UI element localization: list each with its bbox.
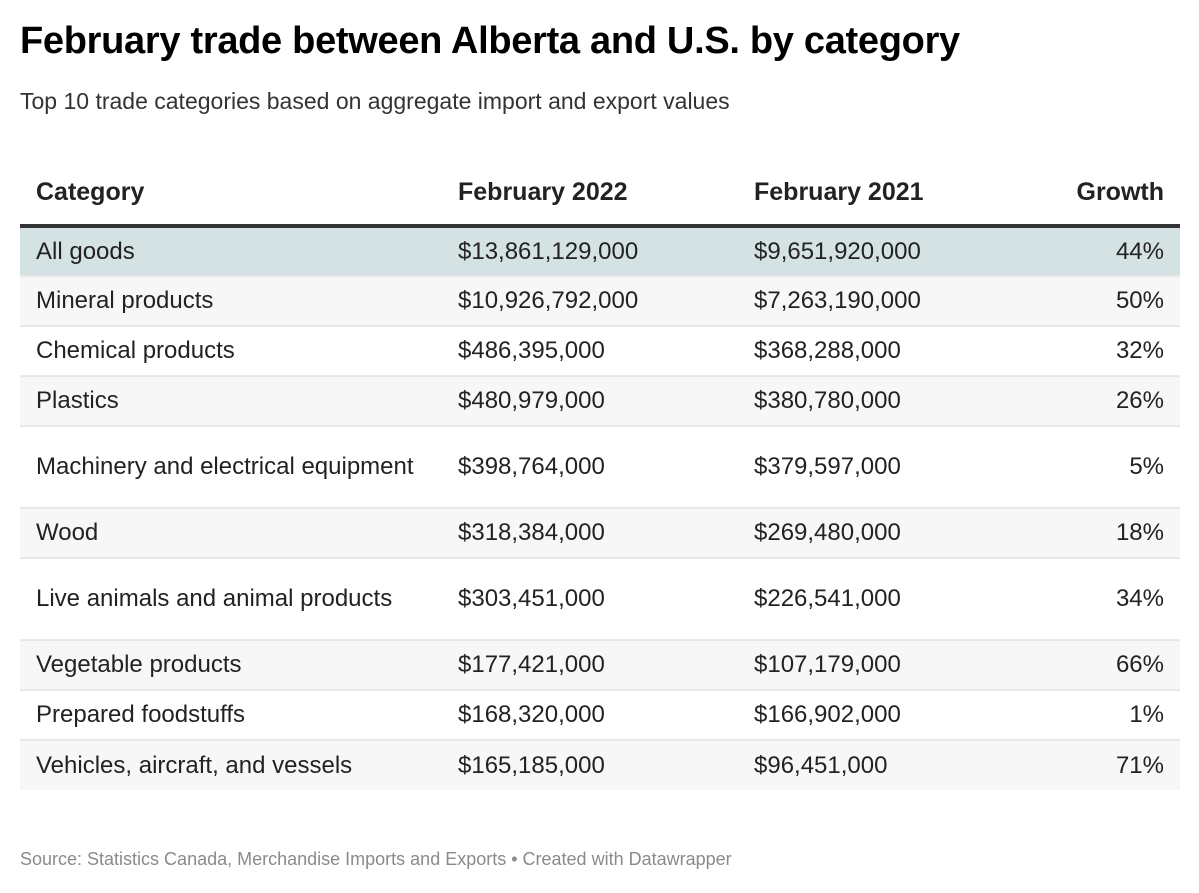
feb-2021-cell: $7,263,190,000 <box>738 276 1034 327</box>
growth-cell: 50% <box>1034 276 1180 327</box>
feb-2022-cell: $13,861,129,000 <box>442 226 738 277</box>
growth-cell: 66% <box>1034 640 1180 691</box>
table-row: Prepared foodstuffs $168,320,000 $166,90… <box>20 690 1180 741</box>
chart-subtitle: Top 10 trade categories based on aggrega… <box>20 88 730 114</box>
feb-2021-cell: $96,451,000 <box>738 740 1034 790</box>
growth-cell: 44% <box>1034 226 1180 277</box>
category-cell: Mineral products <box>20 276 442 327</box>
table-row: Mineral products $10,926,792,000 $7,263,… <box>20 276 1180 327</box>
feb-2022-cell: $398,764,000 <box>442 426 738 509</box>
category-cell: Vehicles, aircraft, and vessels <box>20 740 442 790</box>
table-row: Plastics $480,979,000 $380,780,000 26% <box>20 376 1180 427</box>
feb-2022-cell: $165,185,000 <box>442 740 738 790</box>
feb-2021-cell: $9,651,920,000 <box>738 226 1034 277</box>
category-cell: Prepared foodstuffs <box>20 690 442 741</box>
category-cell: Machinery and electrical equipment <box>20 426 442 509</box>
feb-2021-cell: $269,480,000 <box>738 508 1034 559</box>
column-header-category[interactable]: Category <box>20 160 442 228</box>
feb-2022-cell: $10,926,792,000 <box>442 276 738 327</box>
chart-title: February trade between Alberta and U.S. … <box>20 20 960 62</box>
growth-cell: 32% <box>1034 326 1180 377</box>
growth-cell: 1% <box>1034 690 1180 741</box>
category-cell: Chemical products <box>20 326 442 377</box>
column-header-february-2022[interactable]: February 2022 <box>442 160 738 228</box>
feb-2021-cell: $226,541,000 <box>738 558 1034 641</box>
table-row: Vegetable products $177,421,000 $107,179… <box>20 640 1180 691</box>
table-row: Vehicles, aircraft, and vessels $165,185… <box>20 740 1180 790</box>
table-row: Wood $318,384,000 $269,480,000 18% <box>20 508 1180 559</box>
column-header-growth[interactable]: Growth <box>1034 160 1180 228</box>
trade-table: Category February 2022 February 2021 Gro… <box>20 160 1180 790</box>
category-cell: Live animals and animal products <box>20 558 442 641</box>
feb-2021-cell: $368,288,000 <box>738 326 1034 377</box>
column-header-february-2021[interactable]: February 2021 <box>738 160 1034 228</box>
feb-2021-cell: $107,179,000 <box>738 640 1034 691</box>
category-cell: All goods <box>20 226 442 277</box>
growth-cell: 34% <box>1034 558 1180 641</box>
feb-2021-cell: $380,780,000 <box>738 376 1034 427</box>
table-row: All goods $13,861,129,000 $9,651,920,000… <box>20 226 1180 277</box>
feb-2022-cell: $177,421,000 <box>442 640 738 691</box>
category-cell: Vegetable products <box>20 640 442 691</box>
growth-cell: 5% <box>1034 426 1180 509</box>
table-header-row: Category February 2022 February 2021 Gro… <box>20 160 1180 228</box>
feb-2022-cell: $303,451,000 <box>442 558 738 641</box>
category-cell: Wood <box>20 508 442 559</box>
feb-2021-cell: $166,902,000 <box>738 690 1034 741</box>
growth-cell: 26% <box>1034 376 1180 427</box>
feb-2021-cell: $379,597,000 <box>738 426 1034 509</box>
feb-2022-cell: $486,395,000 <box>442 326 738 377</box>
growth-cell: 18% <box>1034 508 1180 559</box>
table-row: Machinery and electrical equipment $398,… <box>20 426 1180 509</box>
feb-2022-cell: $168,320,000 <box>442 690 738 741</box>
source-note: Source: Statistics Canada, Merchandise I… <box>20 849 732 869</box>
table-row: Live animals and animal products $303,45… <box>20 558 1180 641</box>
feb-2022-cell: $318,384,000 <box>442 508 738 559</box>
feb-2022-cell: $480,979,000 <box>442 376 738 427</box>
table-row: Chemical products $486,395,000 $368,288,… <box>20 326 1180 377</box>
category-cell: Plastics <box>20 376 442 427</box>
growth-cell: 71% <box>1034 740 1180 790</box>
